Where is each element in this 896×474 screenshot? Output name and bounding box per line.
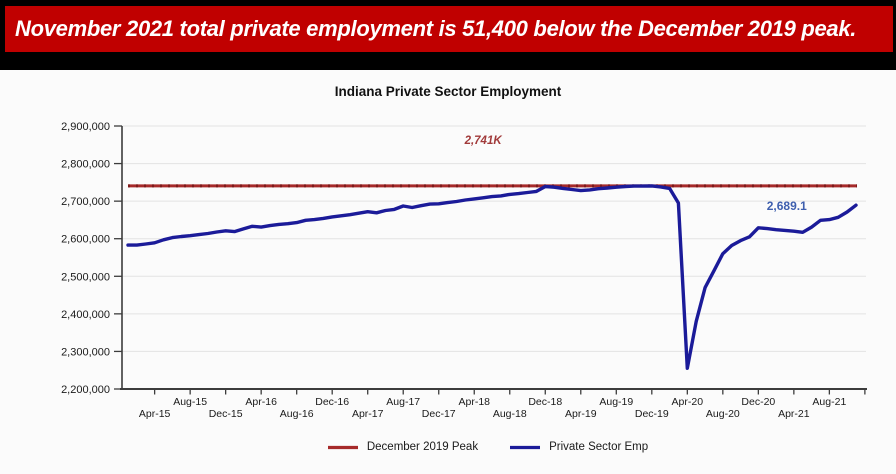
chart-plot-area: 2,200,000 2,300,000 2,400,000 2,500,000 2,60…	[61, 121, 867, 420]
latest-value-label: 2,689.1	[767, 199, 807, 213]
x-tick-label: Dec-19	[635, 408, 669, 420]
y-tick-label: 2,800,000	[61, 159, 110, 171]
legend-swatch-peak-line	[327, 445, 358, 449]
x-tick-label: Aug-20	[706, 408, 740, 420]
legend-item-private-sector-emp: Private Sector Emp	[508, 441, 648, 453]
chart-legend: December 2019 Peak Private Sector Emp	[0, 441, 896, 453]
headline-text: November 2021 total private employment i…	[15, 16, 857, 41]
y-tick-label: 2,900,000	[61, 121, 110, 133]
x-tick-label: Apr-21	[778, 408, 810, 420]
x-tick-label: Aug-17	[386, 396, 420, 408]
x-tick-label: Apr-15	[139, 408, 171, 420]
peak-value-label: 2,741K	[464, 135, 503, 147]
x-tick-label: Dec-17	[422, 408, 456, 420]
legend-label-peak: December 2019 Peak	[366, 441, 479, 453]
private-sector-emp-line	[126, 184, 858, 370]
y-tick-label: 2,300,000	[61, 346, 110, 358]
x-tick-label: Dec-20	[741, 396, 775, 408]
y-tick-label: 2,700,000	[61, 196, 110, 208]
y-tick-label: 2,200,000	[61, 384, 110, 396]
legend-item-december-2019-peak: December 2019 Peak	[326, 441, 478, 453]
x-tick-label: Apr-20	[672, 396, 704, 408]
x-tick-label: Apr-16	[245, 396, 277, 408]
headline-banner: November 2021 total private employment i…	[5, 6, 893, 52]
x-tick-label: Apr-17	[352, 408, 384, 420]
legend-label-emp: Private Sector Emp	[549, 441, 649, 453]
chart-title: Indiana Private Sector Employment	[334, 84, 562, 99]
x-tick-label: Dec-15	[209, 408, 243, 420]
x-tick-label: Aug-15	[173, 396, 207, 408]
legend-swatch-emp-line	[510, 445, 541, 449]
x-tick-label: Aug-19	[599, 396, 633, 408]
y-tick-label: 2,500,000	[61, 271, 110, 283]
x-tick-label: Aug-18	[493, 408, 527, 420]
header-band: November 2021 total private employment i…	[0, 0, 896, 70]
x-tick-label: Dec-18	[528, 396, 562, 408]
x-tick-label: Aug-21	[812, 396, 846, 408]
x-tick-label: Apr-18	[458, 396, 490, 408]
y-tick-label: 2,600,000	[61, 234, 110, 246]
x-tick-label: Apr-19	[565, 408, 597, 420]
x-tick-label: Dec-16	[315, 396, 349, 408]
employment-chart: Indiana Private Sector Employment 2,200,…	[0, 70, 896, 474]
x-tick-label: Aug-16	[280, 408, 314, 420]
y-tick-label: 2,400,000	[61, 309, 110, 321]
